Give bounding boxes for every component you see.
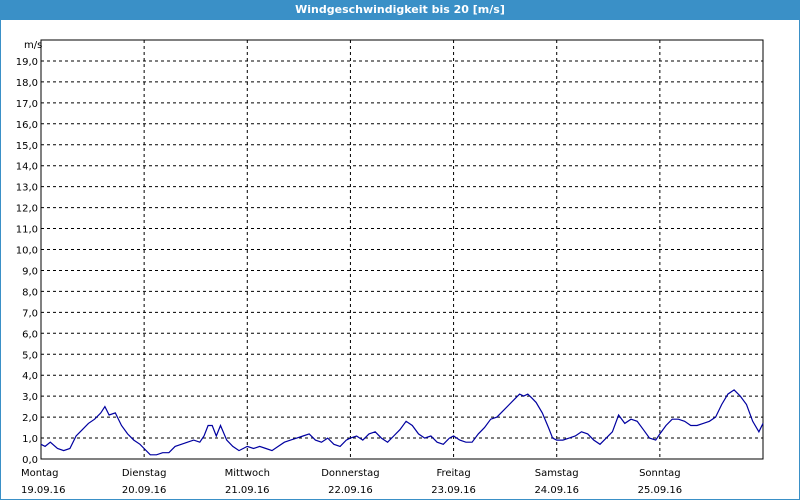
y-tick-label: 8,0: [22, 287, 38, 298]
y-tick-label: 14,0: [16, 162, 38, 173]
x-tick-day: Mittwoch: [225, 468, 270, 479]
y-tick-label: 11,0: [16, 225, 38, 236]
x-tick-date: 19.09.16: [21, 485, 66, 496]
y-tick-label: 19,0: [16, 57, 38, 68]
x-tick-day: Freitag: [436, 468, 470, 479]
y-tick-label: 13,0: [16, 183, 38, 194]
y-tick-label: 1,0: [22, 434, 38, 445]
y-tick-label: 10,0: [16, 246, 38, 257]
x-tick-day: Montag: [21, 468, 58, 479]
y-tick-label: 4,0: [22, 371, 38, 382]
x-tick-date: 23.09.16: [431, 485, 476, 496]
y-tick-label: 2,0: [22, 413, 38, 424]
x-tick-date: 25.09.16: [638, 485, 683, 496]
y-tick-label: 16,0: [16, 120, 38, 131]
x-tick-day: Sonntag: [639, 468, 681, 479]
y-axis-label: m/s: [24, 40, 42, 51]
y-tick-label: 3,0: [22, 392, 38, 403]
x-tick-date: 20.09.16: [122, 485, 167, 496]
y-tick-label: 17,0: [16, 99, 38, 110]
x-tick-date: 24.09.16: [534, 485, 579, 496]
y-tick-label: 18,0: [16, 78, 38, 89]
x-tick-day: Donnerstag: [321, 468, 379, 479]
chart-title: Windgeschwindigkeit bis 20 [m/s]: [0, 0, 800, 20]
x-tick-day: Dienstag: [122, 468, 167, 479]
y-tick-label: 6,0: [22, 329, 38, 340]
y-tick-label: 0,0: [22, 455, 38, 466]
wind-speed-line: [40, 389, 764, 456]
y-tick-label: 12,0: [16, 204, 38, 215]
x-axis: Montag 19.09.16 Dienstag 20.09.16 Mittwoch 21…: [21, 468, 682, 496]
y-tick-label: 15,0: [16, 141, 38, 152]
x-tick-date: 22.09.16: [328, 485, 373, 496]
y-tick-label: 9,0: [22, 266, 38, 277]
y-tick-label: 7,0: [22, 308, 38, 319]
x-tick-date: 21.09.16: [225, 485, 270, 496]
x-tick-day: Samstag: [535, 468, 579, 479]
grid-lines: [41, 40, 763, 459]
y-axis: m/s 0,0 1,0 2,0 3,0 4,0 5,0 6,0 7,0 8,0 9,0 10,0 11…: [16, 40, 43, 466]
y-tick-label: 5,0: [22, 350, 38, 361]
